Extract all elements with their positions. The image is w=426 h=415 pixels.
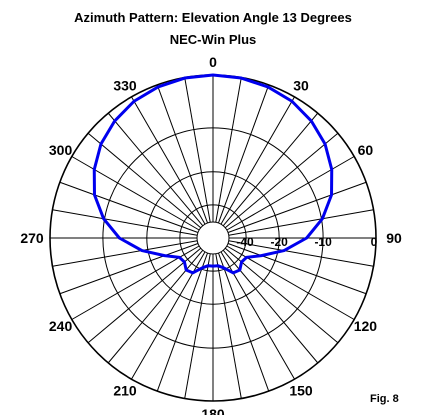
pattern-point-100 — [283, 249, 285, 252]
angle-label-270: 270 — [20, 230, 44, 246]
pattern-point-170 — [217, 264, 219, 267]
spoke-330 — [131, 96, 206, 225]
pattern-point-310 — [100, 143, 102, 145]
spoke-40 — [222, 112, 319, 227]
spoke-310 — [87, 132, 202, 229]
spoke-260 — [52, 240, 198, 267]
scale-label-minus40: -40 — [236, 235, 254, 249]
spoke-320 — [107, 112, 204, 227]
chart-title: Azimuth Pattern: Elevation Angle 13 Degr… — [74, 10, 352, 25]
angle-label-330: 330 — [113, 78, 137, 94]
spoke-80 — [228, 209, 374, 236]
spoke-200 — [156, 252, 208, 392]
angle-label-300: 300 — [49, 142, 73, 158]
spoke-10 — [215, 77, 242, 223]
pattern-point-250 — [163, 254, 166, 257]
pattern-point-200 — [201, 267, 203, 269]
pattern-point-160 — [223, 267, 225, 269]
pattern-point-240 — [178, 256, 181, 259]
spoke-130 — [224, 247, 339, 344]
pattern-point-40 — [310, 120, 313, 122]
pattern-point-280 — [102, 217, 105, 220]
pattern-point-340 — [157, 86, 159, 88]
pattern-point-180 — [212, 265, 214, 267]
pattern-series — [92, 73, 334, 275]
pattern-point-20 — [267, 86, 269, 88]
pattern-point-300 — [93, 168, 96, 171]
pattern-point-350 — [183, 77, 186, 79]
spoke-230 — [87, 247, 202, 344]
pattern-point-60 — [330, 168, 333, 171]
pattern-point-320 — [113, 120, 116, 122]
spoke-70 — [227, 181, 367, 233]
spoke-170 — [215, 253, 242, 399]
scale-label-0: 0 — [371, 235, 378, 249]
pattern-point-50 — [324, 143, 326, 145]
pattern-point-110 — [260, 254, 263, 257]
spoke-30 — [220, 96, 295, 225]
angle-label-240: 240 — [49, 318, 73, 334]
pattern-point-270 — [118, 237, 121, 239]
spoke-280 — [52, 209, 198, 236]
pattern-point-230 — [183, 261, 186, 263]
angle-labels: 0 30 60 90 120 150 180 210 240 270 300 330 — [20, 54, 402, 415]
pattern-point-140 — [239, 269, 241, 271]
angle-label-150: 150 — [289, 382, 313, 398]
angle-label-0: 0 — [209, 54, 217, 70]
pattern-point-90 — [305, 237, 308, 239]
pattern-point-210 — [192, 272, 194, 274]
spoke-350 — [184, 77, 211, 223]
pattern-point-0 — [212, 74, 214, 76]
scale-label-minus20: -20 — [271, 235, 289, 249]
pattern-point-220 — [185, 269, 187, 271]
spoke-20 — [218, 84, 270, 224]
pattern-point-130 — [240, 261, 243, 263]
spoke-340 — [156, 84, 208, 224]
pattern-point-330 — [133, 100, 135, 103]
spoke-290 — [59, 181, 199, 233]
pattern-point-10 — [240, 77, 243, 79]
pattern-point-150 — [232, 272, 234, 274]
chart-subtitle: NEC-Win Plus — [170, 32, 257, 47]
angle-label-30: 30 — [293, 78, 309, 94]
spoke-100 — [228, 240, 374, 267]
spoke-110 — [227, 243, 367, 295]
pattern-point-290 — [93, 194, 96, 196]
radial-scale-labels: 0 -10 -20 -40 — [236, 235, 377, 249]
pattern-point-260 — [141, 249, 143, 252]
angle-label-210: 210 — [113, 382, 137, 398]
spoke-190 — [184, 253, 211, 399]
pattern-point-80 — [321, 217, 324, 220]
angle-label-120: 120 — [354, 318, 378, 334]
pattern-point-30 — [291, 100, 293, 103]
figure-label: Fig. 8 — [370, 393, 399, 405]
angle-label-60: 60 — [358, 142, 374, 158]
angle-label-90: 90 — [386, 230, 402, 246]
scale-label-minus10: -10 — [314, 235, 332, 249]
spoke-50 — [224, 132, 339, 229]
spoke-250 — [59, 243, 199, 295]
grid-ring-minus40 — [196, 221, 230, 255]
pattern-point-190 — [207, 264, 209, 267]
pattern-point-120 — [245, 256, 248, 259]
spoke-160 — [218, 252, 270, 392]
pattern-point-70 — [330, 194, 333, 196]
angle-label-180: 180 — [201, 406, 225, 415]
